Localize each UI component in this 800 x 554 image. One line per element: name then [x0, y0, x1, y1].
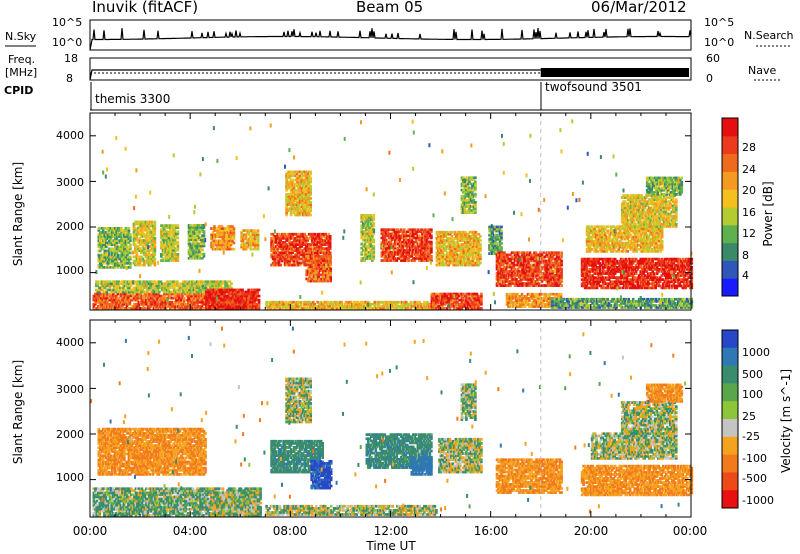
data-cell	[139, 280, 142, 283]
data-cell	[545, 293, 548, 296]
data-cell	[309, 185, 312, 188]
data-cell	[257, 229, 260, 232]
data-cell	[398, 301, 401, 304]
data-cell	[117, 254, 120, 257]
data-cell	[203, 230, 206, 233]
data-cell	[521, 293, 524, 296]
data-cell	[176, 280, 179, 283]
data-cell	[230, 282, 233, 285]
data-cell	[201, 249, 204, 252]
data-cell	[265, 301, 268, 304]
data-cell	[279, 264, 282, 267]
data-cell	[258, 299, 261, 302]
data-cell	[373, 214, 376, 217]
data-cell	[374, 301, 377, 304]
data-cell	[177, 230, 180, 233]
data-cell	[177, 241, 180, 244]
data-cell	[177, 224, 180, 227]
data-cell	[247, 289, 250, 292]
data-cell	[233, 242, 236, 245]
data-cell	[309, 197, 312, 200]
data-cell	[154, 258, 157, 261]
data-cell	[144, 307, 147, 310]
data-cell	[309, 214, 312, 217]
data-cell	[480, 293, 483, 296]
rti-plot	[0, 0, 800, 554]
data-cell	[154, 237, 157, 240]
data-cell	[97, 280, 100, 283]
data-cell	[128, 227, 131, 230]
data-cell	[291, 179, 294, 182]
data-cell	[606, 298, 609, 301]
data-cell	[593, 298, 596, 301]
data-cell	[151, 221, 154, 224]
data-cell	[129, 233, 132, 236]
data-cell	[329, 267, 332, 270]
data-cell	[154, 221, 157, 224]
nsky-trace	[90, 28, 691, 50]
data-cell	[373, 222, 376, 225]
data-cell	[98, 227, 101, 230]
data-cell	[258, 295, 261, 298]
data-cell	[373, 245, 376, 248]
data-cell	[373, 239, 376, 242]
data-cell	[203, 253, 206, 256]
data-cell	[563, 298, 566, 301]
data-cell	[468, 293, 471, 296]
data-cell	[183, 297, 186, 300]
data-cell	[609, 304, 612, 307]
data-cell	[129, 243, 132, 246]
data-cell	[307, 255, 310, 258]
data-cell	[560, 293, 563, 296]
data-cell	[233, 248, 236, 251]
data-cell	[177, 237, 180, 240]
data-cell	[420, 303, 423, 306]
data-cell	[540, 293, 543, 296]
data-cell	[177, 253, 180, 256]
data-cell	[129, 252, 132, 255]
data-cell	[309, 171, 312, 174]
data-cell	[329, 261, 332, 264]
data-cell	[443, 307, 446, 310]
twofsound-frequency-band	[541, 68, 689, 77]
data-cell	[410, 301, 413, 304]
data-cell	[213, 225, 216, 228]
data-cell	[309, 177, 312, 180]
data-cell	[480, 307, 483, 310]
data-cell	[340, 301, 343, 304]
data-cell	[373, 228, 376, 231]
data-cell	[233, 227, 236, 230]
data-cell	[120, 227, 123, 230]
data-cell	[329, 255, 332, 258]
data-cell	[329, 235, 332, 238]
data-cell	[162, 257, 165, 260]
nsky-panel-frame	[90, 20, 691, 50]
data-cell	[241, 289, 244, 292]
data-cell	[158, 291, 161, 294]
power-cells	[93, 119, 694, 309]
data-cell	[309, 201, 312, 204]
data-cell	[129, 262, 132, 265]
data-cell	[129, 256, 132, 259]
data-cell	[300, 301, 303, 304]
freq-trace	[90, 70, 541, 80]
data-cell	[385, 239, 388, 242]
data-cell	[329, 251, 332, 254]
data-cell	[258, 289, 261, 292]
